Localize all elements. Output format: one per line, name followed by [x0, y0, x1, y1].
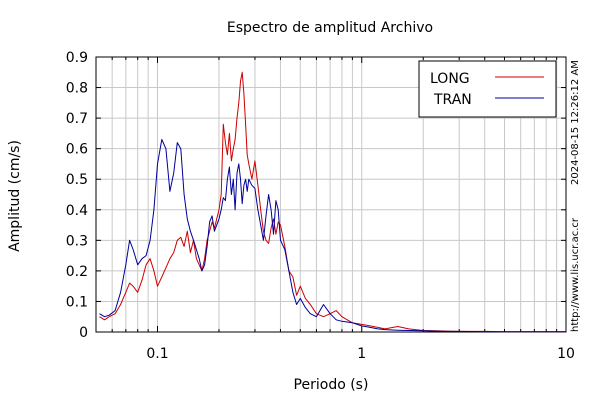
legend-label-long: LONG	[430, 71, 470, 87]
x-tick-label: 1	[357, 346, 366, 362]
side-timestamp: 2024-08-15 12:26:12 AM	[570, 60, 581, 185]
y-tick-label: 0.5	[66, 172, 88, 188]
y-tick-label: 0.1	[66, 294, 88, 310]
x-tick-label: 10	[557, 346, 575, 362]
tick-labels: 0.1 1 10 0 0.1 0.2 0.3 0.4 0.5 0.6 0.7 0.8 0.9	[66, 50, 575, 362]
legend: LONG TRAN	[418, 60, 557, 118]
y-tick-label: 0.7	[66, 111, 88, 127]
plot-frame	[95, 56, 567, 333]
legend-label-tran: TRAN	[433, 92, 472, 108]
series-layer	[99, 71, 566, 333]
x-axis-label: Periodo (s)	[294, 377, 369, 393]
y-tick-label: 0	[79, 325, 88, 341]
y-tick-label: 0.4	[66, 203, 88, 219]
y-tick-label: 0.3	[66, 233, 88, 249]
x-tick-label: 0.1	[146, 346, 168, 362]
side-url: http://www.lis.ucr.ac.cr	[570, 217, 581, 332]
series-line-long	[99, 71, 566, 333]
y-tick-label: 0.2	[66, 264, 88, 280]
y-tick-label: 0.6	[66, 142, 88, 158]
legend-box	[418, 60, 557, 118]
y-axis-label: Amplitud (cm/s)	[7, 140, 23, 252]
chart-title: Espectro de amplitud Archivo	[227, 20, 433, 36]
y-tick-label: 0.8	[66, 81, 88, 97]
y-tick-label: 0.9	[66, 50, 88, 66]
series-line-tran	[99, 139, 566, 333]
